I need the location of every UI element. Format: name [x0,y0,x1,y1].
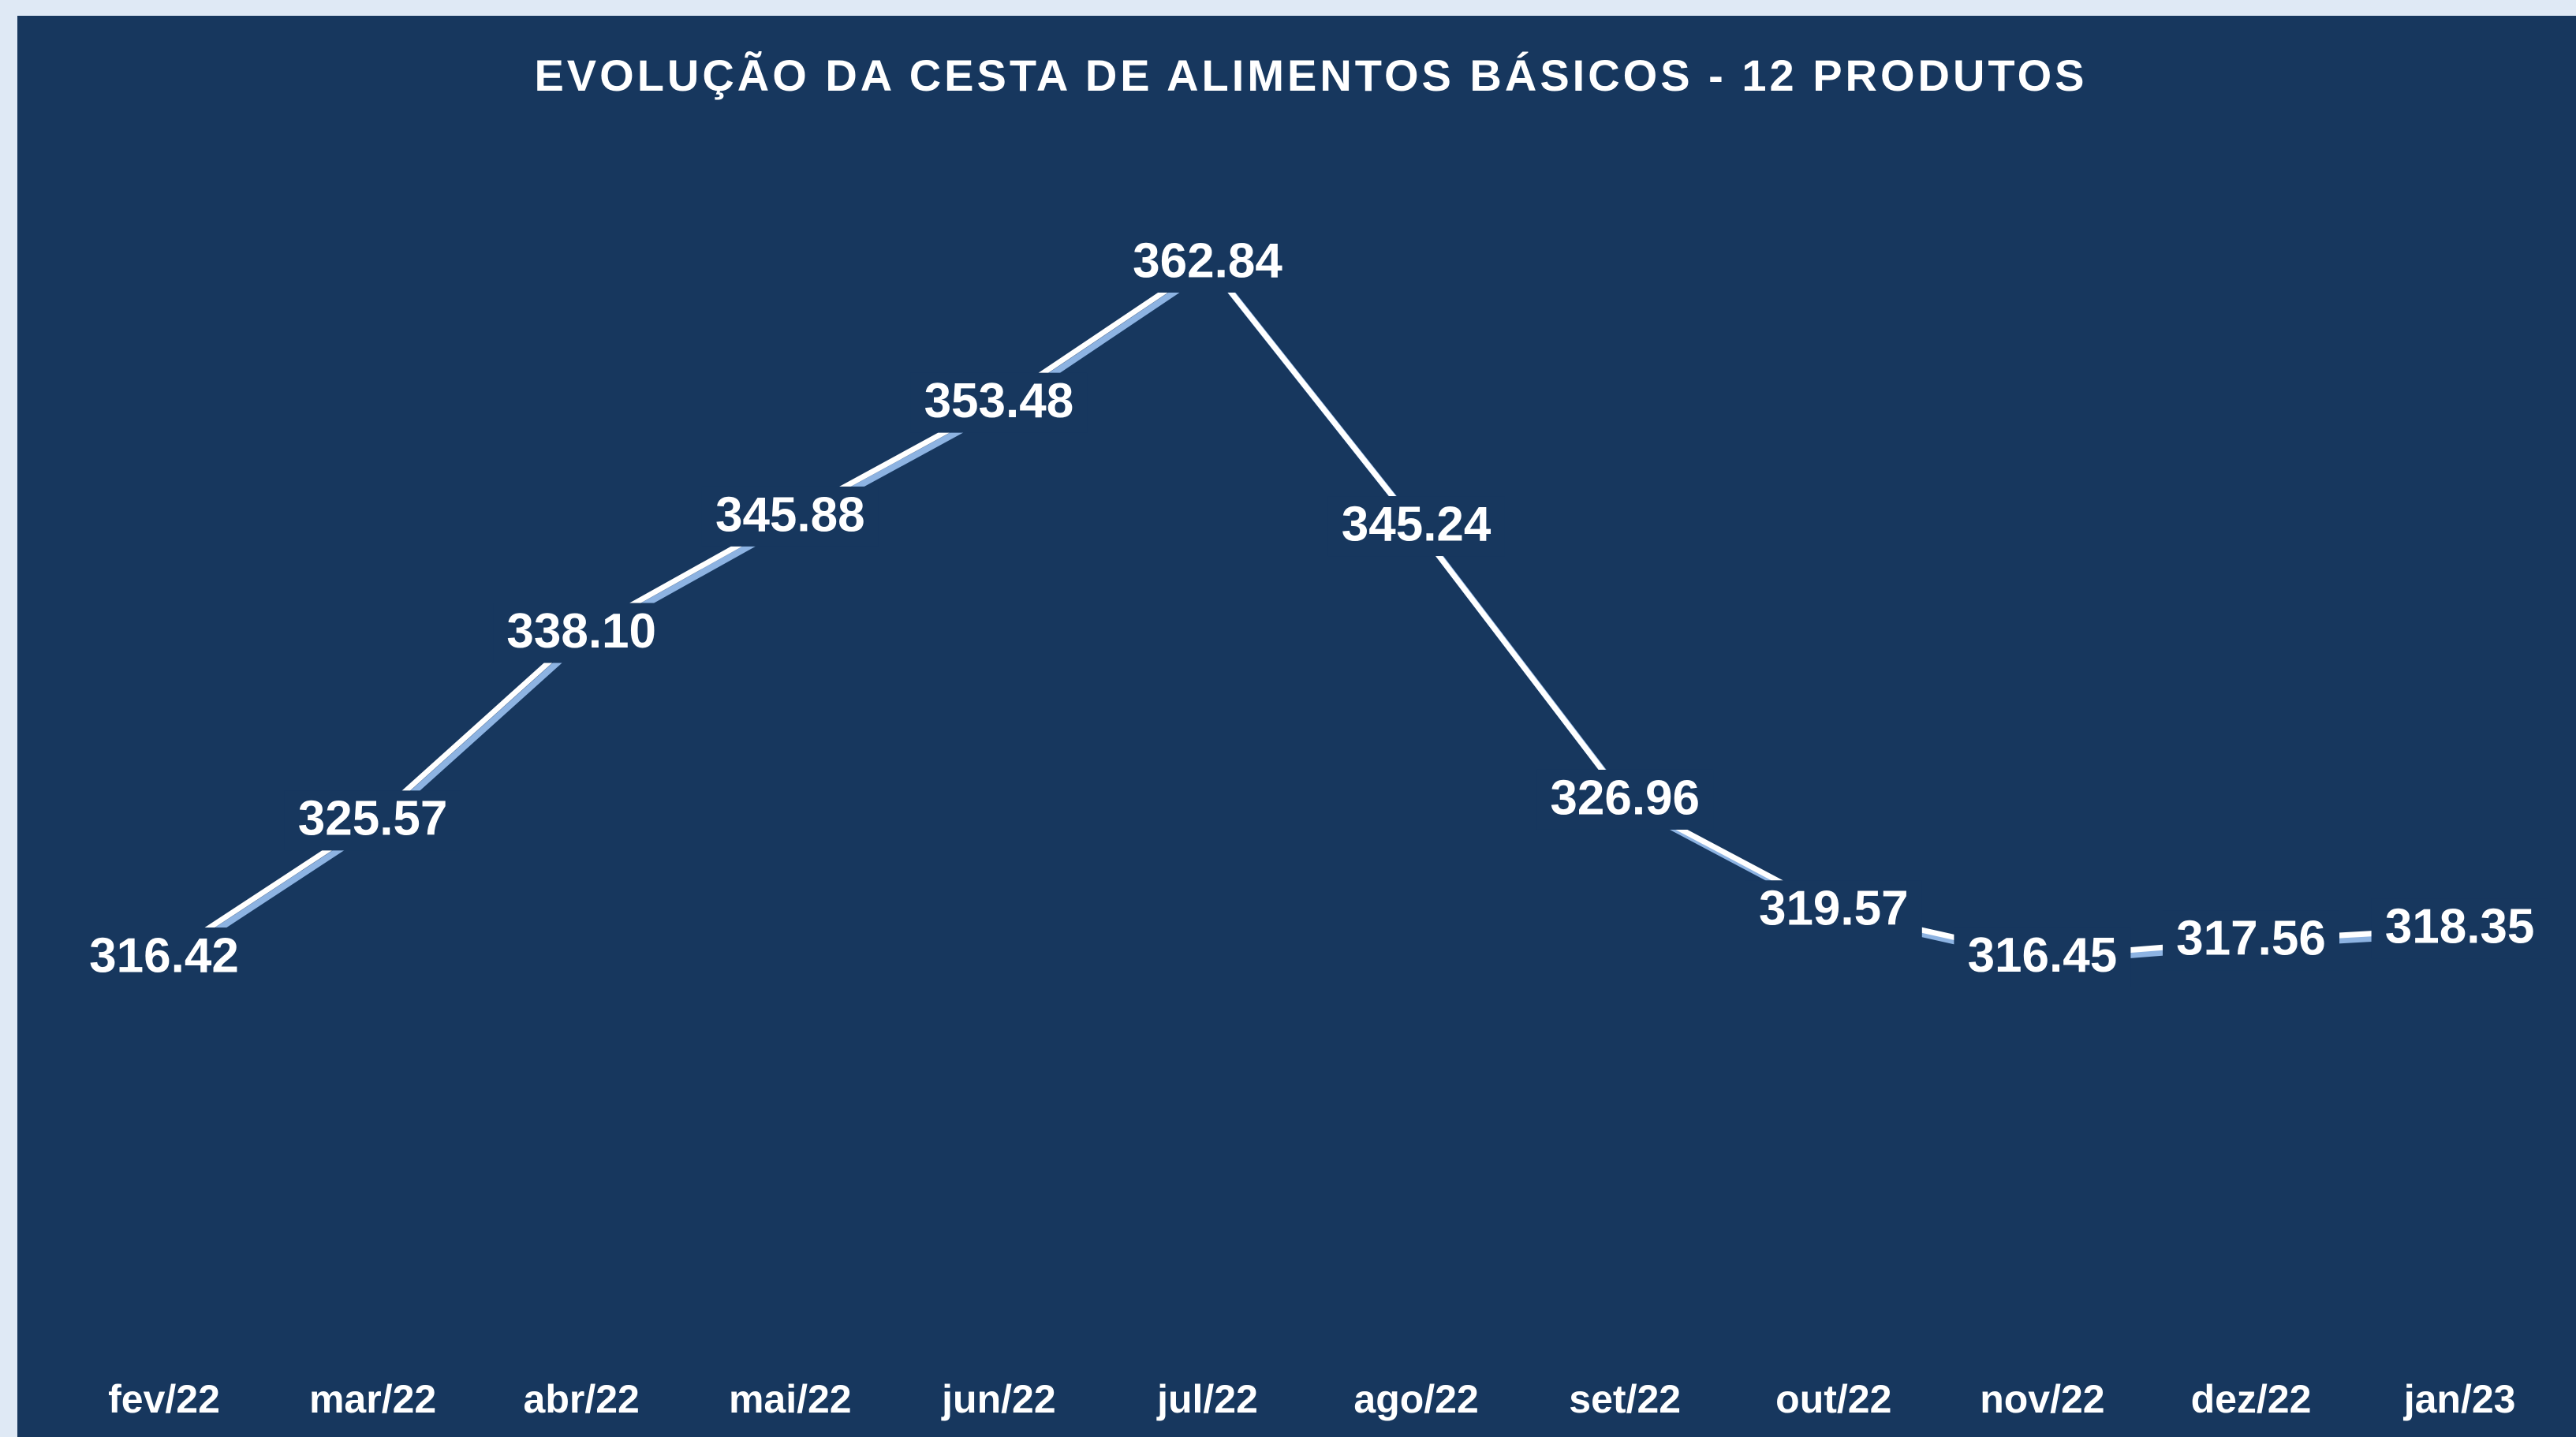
x-tick-label: ago/22 [1353,1377,1478,1421]
data-label: 316.45 [1968,928,2118,983]
chart-title: EVOLUÇÃO DA CESTA DE ALIMENTOS BÁSICOS -… [534,50,2087,100]
x-tick-label: set/22 [1569,1377,1681,1421]
label-background [1745,880,1922,941]
label-background [76,928,252,987]
label-background [493,603,670,663]
data-label: 338.10 [506,604,656,659]
x-tick-label: jun/22 [941,1377,1055,1421]
data-label: 319.57 [1759,882,1909,936]
x-tick-label: dez/22 [2191,1377,2312,1421]
data-label: 362.84 [1133,233,1282,288]
data-label: 326.96 [1550,771,1700,825]
x-tick-label: jan/23 [2403,1377,2516,1421]
label-background [1536,769,1714,830]
data-label: 345.88 [715,487,865,542]
label-background [701,486,879,547]
data-label: 316.42 [89,928,239,983]
data-label: 353.48 [924,374,1074,428]
label-background [1954,927,2131,987]
data-label: 325.57 [298,792,448,846]
label-background [910,372,1088,433]
x-tick-label: jul/22 [1156,1377,1258,1421]
chart-background [17,16,2576,1437]
x-tick-label: nov/22 [1980,1377,2104,1421]
label-background [1327,496,1505,557]
label-background [1119,233,1296,293]
data-label: 317.56 [2176,912,2326,966]
data-label: 345.24 [1342,497,1491,551]
x-tick-label: mar/22 [309,1377,436,1421]
x-tick-label: mai/22 [729,1377,852,1421]
label-background [284,790,461,851]
data-label: 318.35 [2385,900,2535,954]
label-background [2163,910,2339,971]
x-tick-label: out/22 [1775,1377,1891,1421]
x-tick-label: abr/22 [524,1377,640,1421]
label-background [2371,898,2548,959]
x-tick-label: fev/22 [108,1377,220,1421]
